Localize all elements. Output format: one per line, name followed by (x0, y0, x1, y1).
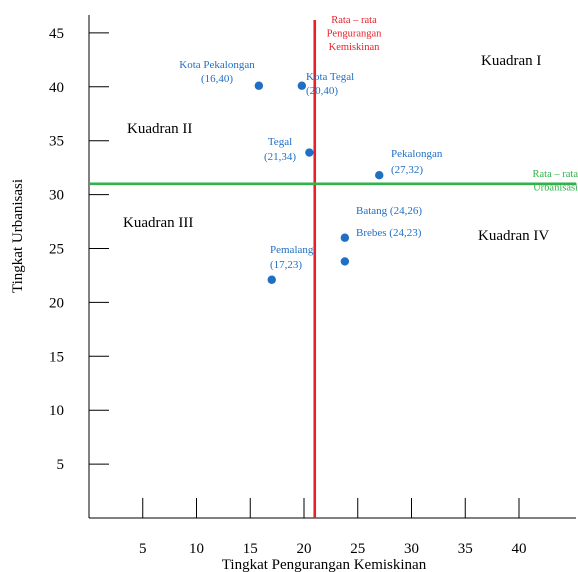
x-tick-label: 15 (243, 541, 258, 557)
data-point (340, 233, 350, 242)
x-tick-label: 25 (350, 541, 365, 557)
point-label-name: Pemalang (270, 244, 314, 256)
data-point (305, 148, 314, 157)
quadrant-1-label: Kuadran I (481, 53, 541, 69)
point-label-coords: (17,23) (270, 259, 302, 271)
point-labels: Kota Pekalongan (16,40) Kota Tegal (20,40) T… (179, 59, 443, 271)
x-tick-label: 40 (512, 541, 527, 557)
data-point (267, 275, 276, 284)
point-label-name: Kota Pekalongan (179, 59, 255, 71)
data-point (375, 170, 384, 180)
y-tick-label: 30 (49, 188, 64, 204)
point-label-coords: (20,40) (306, 85, 338, 97)
x-tick-label: 20 (297, 541, 312, 557)
horizontal-line-label: Urbanisasi (533, 183, 578, 194)
horizontal-line-label: Rata – rata (533, 169, 578, 180)
x-axis-title: Tingkat Pengurangan Kemiskinan (222, 557, 427, 572)
y-axis-title: Tingkat Urbanisasi (10, 179, 26, 293)
axes: 5 10 15 20 25 30 35 40 45 5 10 15 20 25 30 35 40 (49, 15, 576, 557)
point-label: Batang (24,26) (356, 205, 422, 217)
y-tick-label: 35 (49, 134, 64, 150)
data-point (254, 81, 264, 90)
point-label-name: Tegal (268, 136, 292, 148)
data-point (297, 81, 307, 90)
point-label-coords: (21,34) (264, 151, 296, 163)
quadrant-labels: Kuadran I Kuadran II Kuadran III Kuadran… (123, 53, 549, 244)
y-tick-label: 25 (49, 242, 64, 258)
quadrant-4-label: Kuadran IV (478, 228, 549, 244)
x-tick-label: 35 (458, 541, 473, 557)
x-tick-label: 30 (404, 541, 419, 557)
vertical-line-label: Pengurangan (327, 29, 383, 40)
point-label-coords: (27,32) (391, 164, 423, 176)
data-point (340, 257, 350, 266)
data-points (254, 81, 384, 284)
quadrant-2-label: Kuadran II (127, 121, 192, 137)
y-tick-label: 45 (49, 26, 64, 42)
y-tick-label: 40 (49, 80, 64, 96)
x-tick-label: 10 (189, 541, 204, 557)
y-tick-label: 10 (49, 403, 64, 419)
quadrant-3-label: Kuadran III (123, 215, 193, 231)
point-label-coords: (16,40) (201, 73, 233, 85)
vertical-line-label: Rata – rata (331, 15, 377, 26)
point-label-name: Kota Tegal (306, 71, 354, 83)
y-tick-label: 5 (57, 457, 65, 473)
vertical-line-label: Kemiskinan (329, 42, 380, 53)
x-tick-label: 5 (139, 541, 147, 557)
reference-lines: Rata – rata Pengurangan Kemiskinan Rata – r… (89, 15, 578, 518)
point-label-name: Pekalongan (391, 148, 443, 160)
point-label: Brebes (24,23) (356, 227, 422, 239)
y-tick-label: 20 (49, 295, 64, 311)
y-tick-label: 15 (49, 349, 64, 365)
